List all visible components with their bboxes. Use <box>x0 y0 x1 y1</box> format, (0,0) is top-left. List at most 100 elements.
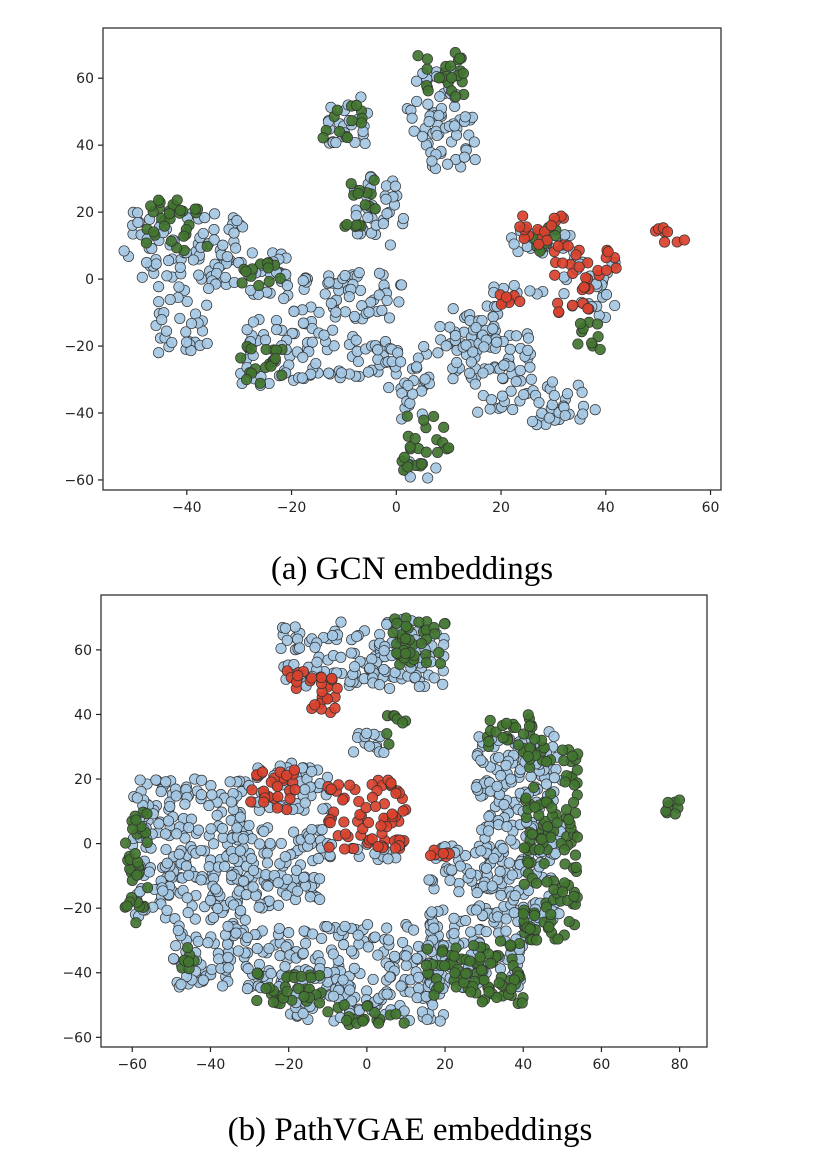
scatter-point <box>375 820 387 832</box>
scatter-point <box>558 288 570 300</box>
scatter-point <box>478 341 490 353</box>
scatter-point <box>483 810 495 823</box>
scatter-point <box>206 963 218 976</box>
scatter-point <box>181 892 193 904</box>
scatter-point <box>400 633 412 645</box>
scatter-point <box>271 780 283 792</box>
scatter-point <box>338 939 350 951</box>
scatter-point <box>341 1014 353 1026</box>
scatter-point <box>253 901 265 913</box>
scatter-point <box>143 866 155 878</box>
scatter-point <box>234 845 246 857</box>
scatter-point <box>529 910 541 922</box>
scatter-point <box>404 441 416 453</box>
scatter-point <box>323 841 335 853</box>
scatter-point <box>402 379 414 391</box>
scatter-point <box>165 235 177 247</box>
scatter-point <box>471 887 483 899</box>
scatter-point <box>561 388 574 400</box>
scatter-point <box>167 953 180 965</box>
scatter-point <box>460 339 472 351</box>
scatter-point <box>525 771 537 783</box>
scatter-point <box>421 1013 433 1026</box>
panel-a-axes: −40 −20 0 20 40 60 −60 −40 −20 0 20 40 60 <box>64 71 719 516</box>
scatter-point <box>350 209 362 222</box>
scatter-point <box>131 869 143 881</box>
scatter-point <box>377 218 389 230</box>
scatter-point <box>522 332 535 344</box>
scatter-point <box>536 833 548 845</box>
scatter-point <box>298 871 310 884</box>
scatter-point <box>423 116 435 128</box>
scatter-point <box>450 129 463 141</box>
scatter-point <box>297 1007 309 1020</box>
scatter-point <box>557 257 569 269</box>
scatter-point <box>497 732 509 744</box>
scatter-point <box>330 306 342 318</box>
scatter-point <box>160 843 172 856</box>
scatter-point <box>269 352 281 365</box>
scatter-point <box>449 120 461 132</box>
scatter-point <box>130 814 142 826</box>
scatter-point <box>364 662 376 674</box>
scatter-point <box>260 343 272 356</box>
scatter-point <box>420 657 432 669</box>
scatter-point <box>459 850 471 862</box>
scatter-point <box>339 306 351 318</box>
scatter-point <box>309 641 321 653</box>
scatter-point <box>398 1017 410 1029</box>
scatter-point <box>247 864 260 876</box>
scatter-point <box>498 359 510 371</box>
scatter-point <box>533 396 545 409</box>
scatter-point <box>400 959 412 972</box>
scatter-point <box>343 291 355 303</box>
scatter-point <box>258 796 270 808</box>
panel-b-frame <box>100 594 708 1048</box>
scatter-point <box>459 111 471 123</box>
scatter-point <box>485 957 497 969</box>
scatter-point <box>406 112 418 124</box>
scatter-point <box>576 386 588 398</box>
scatter-point <box>192 824 205 836</box>
scatter-point <box>411 952 423 964</box>
scatter-point <box>350 219 362 231</box>
scatter-point <box>207 912 220 924</box>
scatter-point <box>546 376 558 388</box>
scatter-point <box>503 857 515 869</box>
scatter-point <box>235 352 247 364</box>
scatter-point <box>275 642 287 655</box>
scatter-point <box>391 617 403 629</box>
scatter-point <box>284 793 296 805</box>
scatter-point <box>363 306 375 318</box>
scatter-point <box>661 226 674 238</box>
scatter-point <box>158 220 171 232</box>
scatter-point <box>313 997 326 1009</box>
x-tick-label: −20 <box>277 500 307 516</box>
scatter-point <box>369 931 381 943</box>
scatter-point <box>275 837 287 849</box>
scatter-point <box>321 921 333 933</box>
x-tick-label: 80 <box>671 1057 689 1073</box>
scatter-point <box>500 759 512 771</box>
scatter-point <box>669 808 681 820</box>
scatter-point <box>345 647 357 659</box>
scatter-point <box>529 801 541 813</box>
scatter-point <box>404 397 416 409</box>
scatter-point <box>352 187 364 200</box>
scatter-point <box>197 227 209 240</box>
scatter-point <box>196 774 208 786</box>
scatter-point <box>558 844 570 856</box>
scatter-point <box>164 294 176 306</box>
x-tick-label: 40 <box>514 1057 532 1073</box>
scatter-point <box>175 978 187 990</box>
scatter-point <box>246 247 258 259</box>
scatter-point <box>384 239 396 251</box>
scatter-point <box>443 442 455 454</box>
scatter-point <box>278 293 290 305</box>
scatter-point <box>436 946 448 958</box>
scatter-point <box>174 312 186 324</box>
scatter-point <box>162 815 175 827</box>
scatter-point <box>210 883 222 895</box>
y-tick-label: 60 <box>74 643 92 659</box>
scatter-point <box>437 678 449 690</box>
